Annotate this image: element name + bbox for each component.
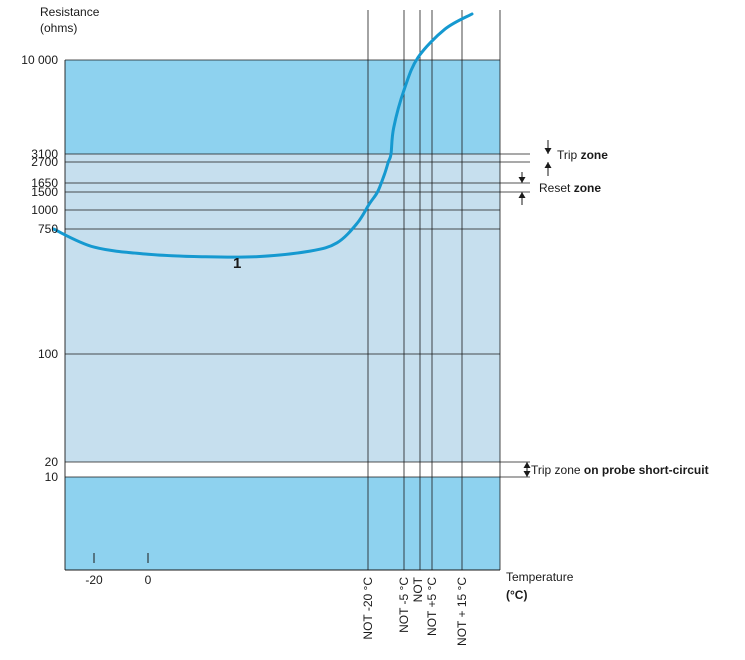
x-axis-title-line1: Temperature xyxy=(506,570,574,584)
reset-zone-annotation: Reset zone xyxy=(539,181,601,195)
reset-arrow-top xyxy=(518,177,526,183)
trip-arrow-bottom xyxy=(544,162,552,168)
reset-arrow-bottom xyxy=(518,192,526,198)
not-label-3: NOT +5 °C xyxy=(425,577,439,636)
zone-brackets xyxy=(518,140,552,477)
not-label-1: NOT -5 °C xyxy=(397,577,411,633)
zone-band-3 xyxy=(65,477,500,570)
x-tick-label-0: -20 xyxy=(85,573,103,587)
y-tick-label-3: 1650 xyxy=(31,176,58,190)
short-circuit-annotation: Trip zone on probe short-circuit xyxy=(531,463,709,477)
y-tick-label-0: 10 000 xyxy=(21,53,58,67)
x-tick-labels: -20 0 xyxy=(85,553,152,587)
curve-label: 1 xyxy=(233,255,241,272)
y-tick-label-4: 1500 xyxy=(31,185,58,199)
trip-arrow-top xyxy=(544,148,552,154)
y-tick-label-1: 3100 xyxy=(31,147,58,161)
trip-zone-bold: zone xyxy=(581,148,609,162)
vertical-gridlines xyxy=(367,10,501,570)
x-tick-label-1: 0 xyxy=(145,573,152,587)
y-tick-label-8: 20 xyxy=(45,455,59,469)
y-tick-label-5: 1000 xyxy=(31,203,58,217)
y-tick-label-7: 100 xyxy=(38,347,58,361)
not-label-2: NOT xyxy=(411,576,425,602)
reset-zone-text: Reset xyxy=(539,181,574,195)
y-axis-title-line2: (ohms) xyxy=(40,21,77,35)
short-arrow-bottom xyxy=(523,471,531,477)
y-tick-label-2: 2700 xyxy=(31,155,58,169)
short-arrow-top xyxy=(523,462,531,468)
trip-zone-text: Trip xyxy=(557,148,581,162)
zone-bands xyxy=(65,60,500,570)
x-axis xyxy=(64,60,500,571)
y-axis-title-line1: Resistance xyxy=(40,5,100,19)
short-circuit-text: Trip zone xyxy=(531,463,584,477)
not-threshold-labels: NOT -20 °C NOT -5 °C NOT NOT +5 °C NOT + 15 … xyxy=(361,576,469,646)
zone-band-2 xyxy=(65,462,500,477)
horizontal-gridlines xyxy=(65,59,530,478)
y-tick-label-9: 10 xyxy=(45,470,59,484)
zone-band-0 xyxy=(65,60,500,154)
not-label-0: NOT -20 °C xyxy=(361,577,375,640)
y-tick-label-6: 750 xyxy=(38,222,58,236)
trip-zone-annotation: Trip zone xyxy=(557,148,608,162)
series-curve-1 xyxy=(52,12,474,259)
not-label-4: NOT + 15 °C xyxy=(455,577,469,646)
short-circuit-bold: on probe short-circuit xyxy=(584,463,709,477)
x-axis-title-line2: (°C) xyxy=(506,588,527,602)
reset-zone-bold: zone xyxy=(574,181,602,195)
zone-band-1 xyxy=(65,154,500,462)
